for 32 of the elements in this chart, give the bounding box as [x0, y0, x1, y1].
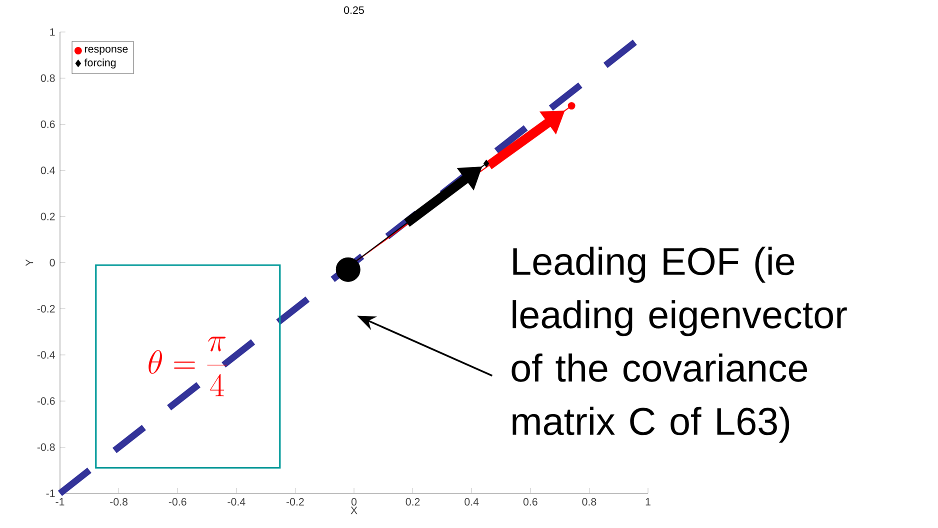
x-tick-label: 1	[646, 498, 650, 506]
x-tick-label: -0.8	[110, 498, 128, 506]
y-tick-label: 0.4	[40, 166, 55, 174]
y-tick-label: 0	[50, 258, 55, 266]
y-tick-label: 1	[50, 28, 55, 36]
legend-label: response	[85, 46, 128, 55]
point	[483, 160, 490, 168]
y-tick-label: 0.8	[40, 74, 55, 82]
x-tick-label: 0.8	[582, 498, 596, 506]
y-tick-label: -0.2	[37, 305, 55, 313]
x-tick-label: 0.2	[406, 498, 420, 506]
chart-title: 0.25	[344, 6, 364, 14]
point	[568, 102, 576, 110]
x-axis-title: X	[350, 506, 358, 514]
annotation: $\theta=\frac{\pi}{4}$	[148, 336, 227, 396]
x-tick-label: 0	[351, 498, 357, 506]
x-tick-label: -1	[56, 498, 64, 506]
y-tick-label: -0.6	[37, 397, 55, 405]
y-tick-label: 0.2	[40, 212, 55, 220]
x-tick-label: 0.4	[464, 498, 479, 506]
x-tick-label: -0.2	[286, 498, 304, 506]
x-tick-label: -0.4	[228, 498, 246, 506]
y-axis-title: Y	[26, 259, 34, 266]
y-tick-label: 0.6	[40, 120, 55, 128]
x-tick-label: -0.6	[168, 498, 186, 506]
y-tick-label: -0.8	[37, 443, 55, 451]
legend-label: forcing	[84, 58, 116, 69]
x-tick-label: 0.6	[523, 498, 538, 506]
point	[336, 257, 360, 282]
y-tick-label: -1	[46, 490, 55, 497]
annotation: Leading EOF (ie leading eigenvector of the covariance matrix C of L63)	[512, 246, 847, 443]
y-tick-label: -0.4	[37, 351, 55, 359]
